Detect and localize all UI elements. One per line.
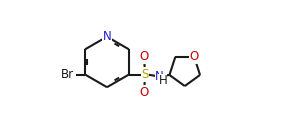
Text: O: O — [190, 50, 199, 63]
Text: N: N — [103, 30, 111, 43]
Text: O: O — [140, 86, 149, 99]
Text: S: S — [141, 68, 149, 81]
Text: H: H — [158, 74, 167, 87]
Text: N: N — [155, 70, 164, 83]
Text: O: O — [140, 50, 149, 63]
Text: Br: Br — [61, 68, 74, 81]
